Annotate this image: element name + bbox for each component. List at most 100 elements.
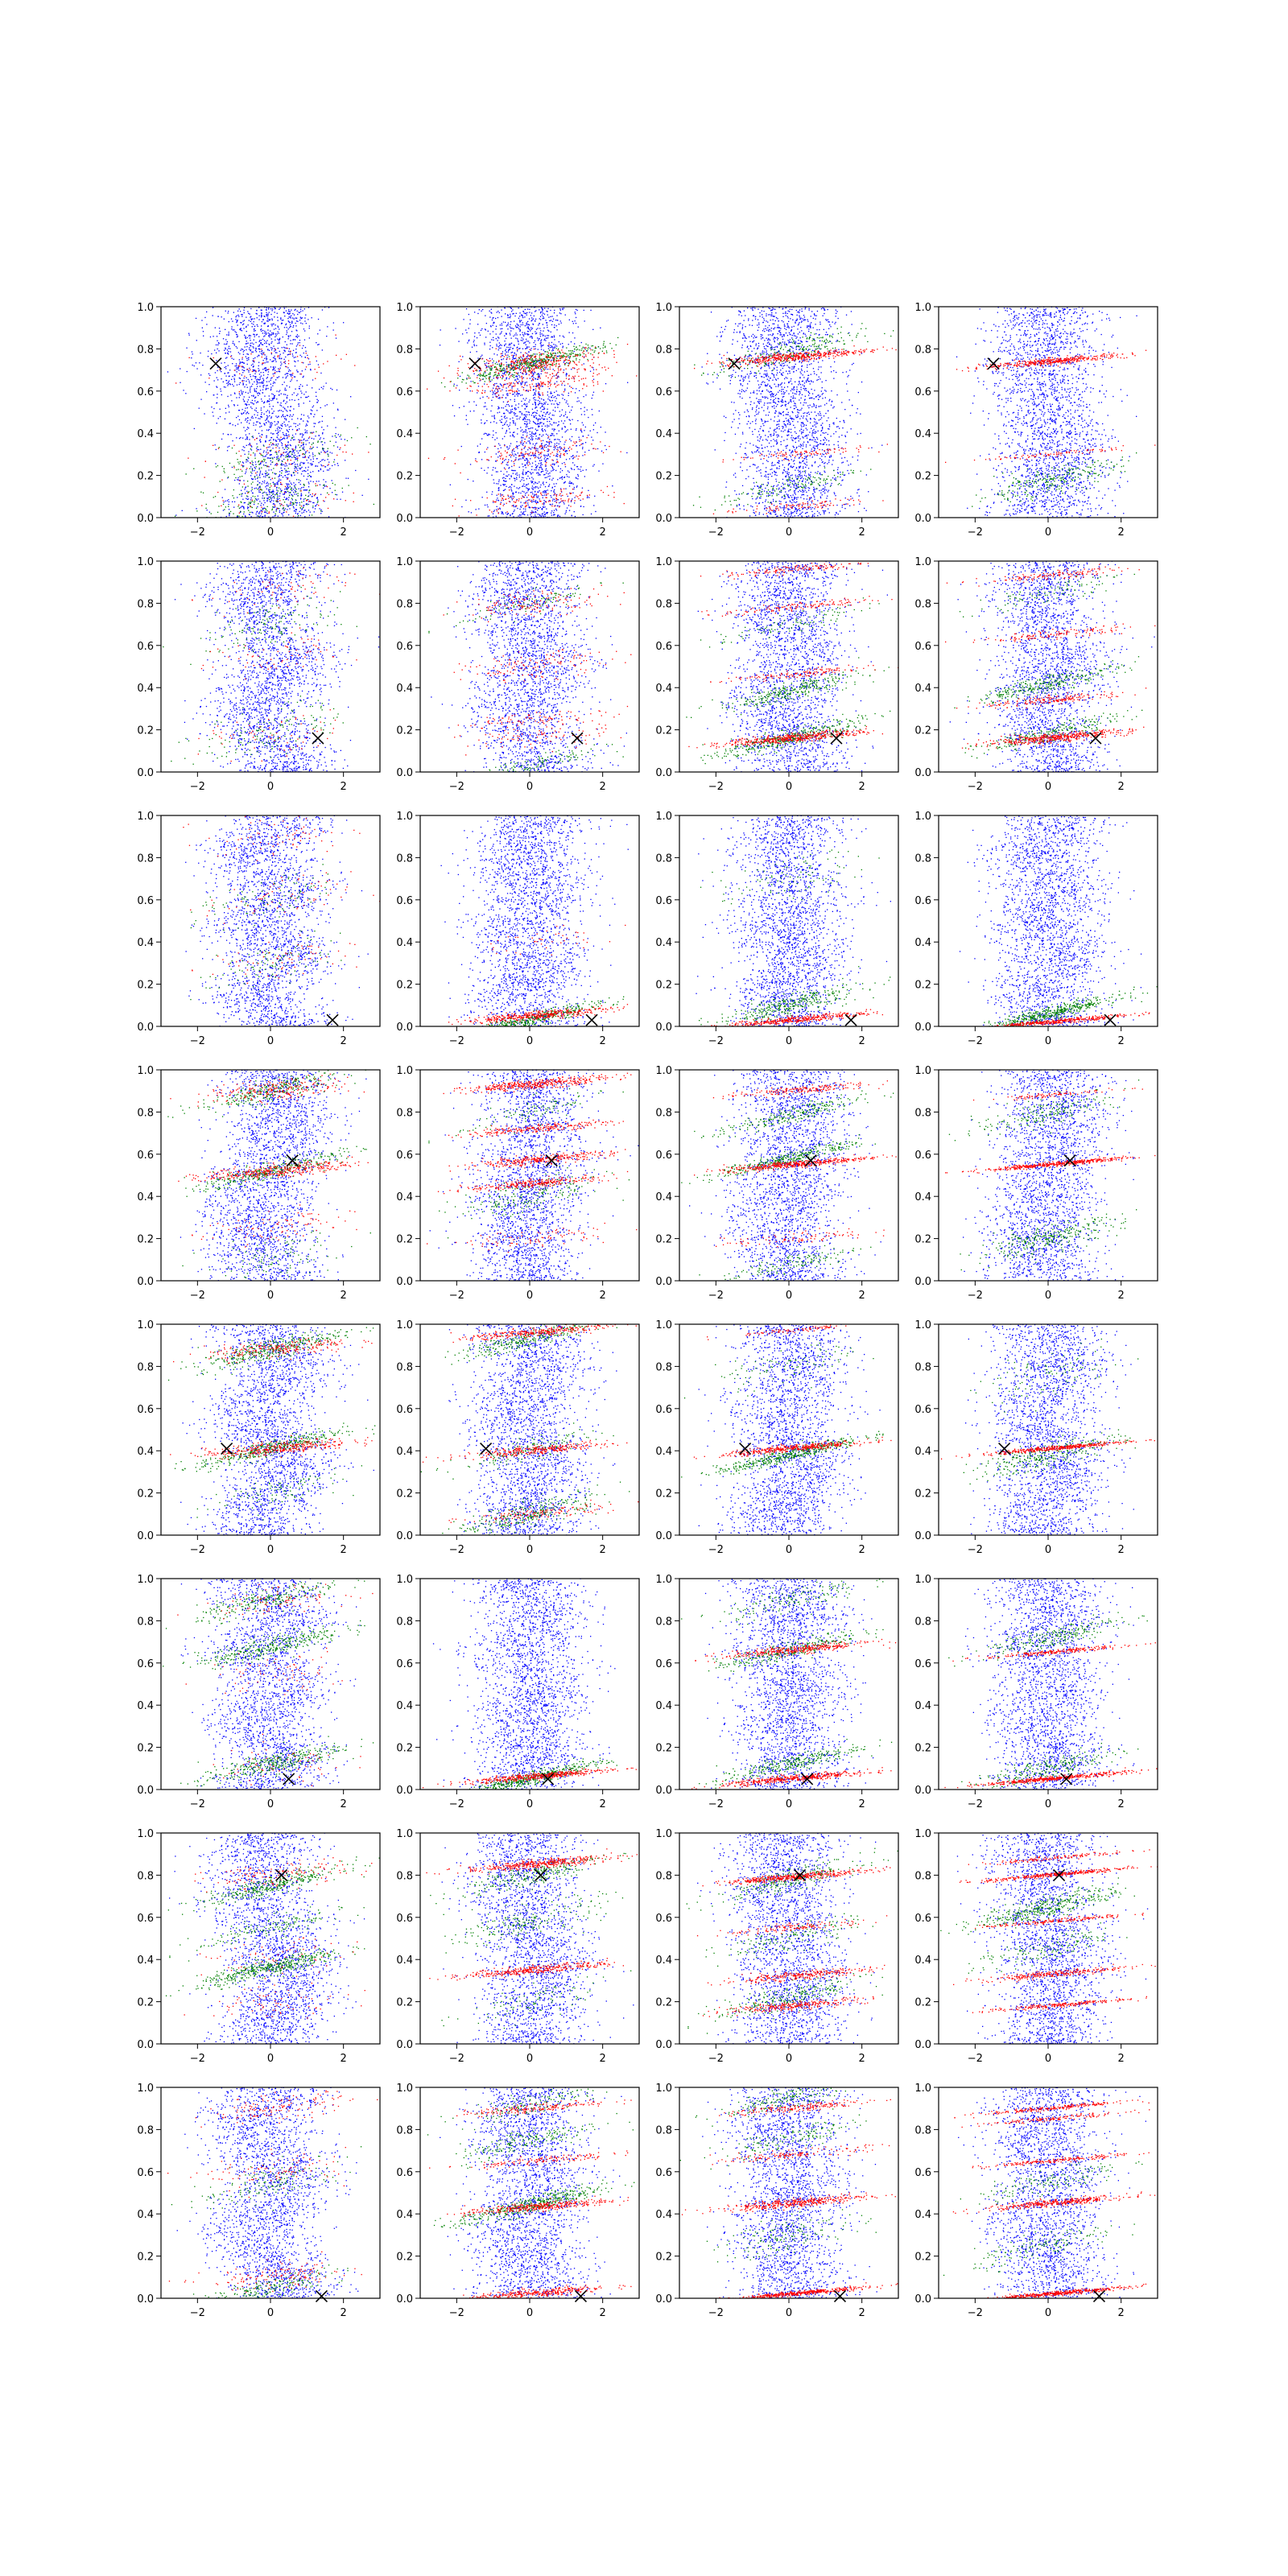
- blue-point: [566, 510, 567, 511]
- blue-point: [246, 346, 247, 347]
- blue-point: [519, 509, 520, 510]
- blue-point: [504, 345, 505, 346]
- blue-point: [264, 335, 265, 336]
- blue-point: [294, 510, 295, 511]
- blue-point: [305, 432, 306, 433]
- blue-point: [270, 335, 271, 336]
- blue-point: [270, 418, 271, 419]
- blue-point: [309, 326, 310, 327]
- blue-point: [503, 500, 504, 501]
- blue-point: [288, 455, 289, 456]
- blue-point: [247, 311, 248, 312]
- blue-point: [318, 364, 319, 365]
- blue-point: [294, 315, 295, 316]
- blue-point: [290, 374, 291, 375]
- blue-point: [204, 317, 205, 318]
- blue-point: [196, 368, 197, 369]
- red-point: [238, 365, 239, 366]
- blue-point: [539, 474, 540, 475]
- red-point: [277, 501, 278, 502]
- red-point: [257, 451, 258, 452]
- blue-point: [310, 463, 311, 464]
- blue-point: [297, 466, 298, 467]
- blue-point: [554, 403, 555, 404]
- blue-point: [504, 373, 505, 374]
- blue-point: [308, 492, 309, 493]
- blue-point: [502, 438, 503, 439]
- blue-point: [254, 357, 255, 358]
- blue-point: [257, 324, 258, 325]
- blue-point: [531, 435, 532, 436]
- blue-point: [286, 477, 287, 478]
- blue-point: [270, 432, 271, 433]
- blue-point: [275, 379, 276, 380]
- blue-point: [533, 346, 534, 347]
- blue-point: [266, 346, 267, 347]
- blue-point: [284, 449, 285, 450]
- blue-point: [298, 399, 299, 400]
- blue-point: [509, 347, 510, 348]
- blue-point: [266, 314, 267, 315]
- blue-point: [255, 424, 256, 425]
- blue-point: [300, 515, 301, 516]
- blue-point: [522, 454, 523, 455]
- blue-point: [248, 343, 249, 344]
- blue-point: [534, 342, 535, 343]
- blue-point: [512, 313, 513, 314]
- blue-point: [529, 448, 530, 449]
- blue-point: [567, 507, 568, 508]
- green-point: [287, 491, 288, 492]
- blue-point: [259, 340, 260, 341]
- blue-point: [249, 433, 250, 434]
- blue-point: [261, 426, 262, 427]
- blue-point: [225, 368, 226, 369]
- blue-point: [543, 516, 544, 517]
- blue-point: [243, 446, 244, 447]
- blue-point: [244, 335, 245, 336]
- blue-point: [564, 385, 565, 386]
- blue-point: [585, 394, 586, 395]
- blue-point: [196, 340, 197, 341]
- blue-point: [560, 344, 561, 345]
- blue-point: [223, 338, 224, 339]
- blue-point: [318, 470, 319, 471]
- blue-point: [252, 326, 253, 327]
- blue-point: [479, 309, 480, 310]
- blue-point: [255, 376, 256, 377]
- blue-point: [552, 468, 553, 469]
- blue-point: [477, 357, 478, 358]
- red-point: [315, 378, 316, 379]
- green-point: [224, 509, 225, 510]
- blue-point: [531, 317, 532, 318]
- blue-point: [569, 510, 570, 511]
- blue-point: [267, 482, 268, 483]
- blue-point: [243, 384, 244, 385]
- blue-point: [243, 463, 244, 464]
- blue-point: [283, 455, 284, 456]
- blue-point: [525, 309, 526, 310]
- blue-point: [587, 496, 588, 497]
- blue-point: [525, 415, 526, 416]
- blue-point: [340, 436, 341, 437]
- green-point: [241, 493, 242, 494]
- blue-point: [580, 466, 581, 467]
- blue-point: [242, 409, 243, 410]
- blue-point: [535, 310, 536, 311]
- blue-point: [519, 331, 520, 332]
- blue-point: [574, 502, 575, 503]
- blue-point: [222, 497, 223, 498]
- blue-point: [322, 433, 323, 434]
- blue-point: [516, 487, 517, 488]
- blue-point: [549, 399, 550, 400]
- blue-point: [267, 449, 268, 450]
- y-tick-label: 0.2: [137, 471, 154, 483]
- blue-point: [307, 479, 308, 480]
- blue-point: [512, 386, 513, 387]
- blue-point: [247, 364, 248, 365]
- blue-point: [224, 344, 225, 345]
- blue-point: [530, 315, 531, 316]
- blue-point: [286, 446, 287, 447]
- blue-point: [290, 370, 291, 371]
- blue-point: [274, 368, 275, 369]
- blue-point: [226, 357, 227, 358]
